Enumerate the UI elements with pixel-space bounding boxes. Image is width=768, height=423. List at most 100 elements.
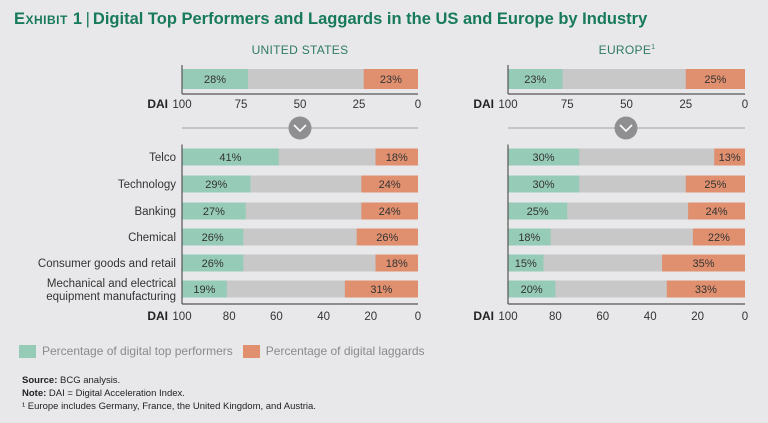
legend-item-top-performers: Percentage of digital top performers xyxy=(19,344,233,358)
us-overall-tick-label: 50 xyxy=(294,99,307,111)
eu-overall-label-laggards: 25% xyxy=(704,74,726,86)
eu-industry-bar-laggards xyxy=(688,202,745,220)
eu-overall-bar-laggards xyxy=(685,69,745,89)
eu-industry-label-top-performers: 30% xyxy=(533,152,555,164)
us-industry-bar-laggards xyxy=(344,280,418,298)
us-overall-bar-top-performers xyxy=(182,69,249,89)
us-industry-tick-label: 40 xyxy=(317,311,330,323)
source-note: Source: BCG analysis. xyxy=(22,375,121,386)
us-industry-label-top-performers: 26% xyxy=(202,232,224,244)
us-industry-bar-laggards xyxy=(356,228,418,246)
us-industry-tick-label: 20 xyxy=(364,311,377,323)
exhibit-title: Exhibit 1 | Digital Top Performers and Lag… xyxy=(14,10,647,29)
title-separator: | xyxy=(85,10,90,28)
eu-overall-label-top-performers: 23% xyxy=(524,74,546,86)
legend-item-laggards: Percentage of digital laggards xyxy=(242,344,425,358)
us-industry-tick-label: 80 xyxy=(223,311,236,323)
eu-industry-bar-laggards xyxy=(666,280,745,298)
legend-swatch-laggards xyxy=(242,344,260,358)
us-industry-label-laggards: 24% xyxy=(379,206,401,218)
eu-industry-label-laggards: 22% xyxy=(708,232,730,244)
eu-overall-tick-label: 50 xyxy=(620,99,633,111)
us-industry-label-laggards: 31% xyxy=(370,284,392,296)
us-industry-bar-laggards xyxy=(375,148,418,166)
eu-overall-bar-top-performers xyxy=(508,69,563,89)
us-industry-label-top-performers: 41% xyxy=(219,152,241,164)
eu-overall-tick-label: 100 xyxy=(498,99,517,111)
us-industry-category-label: Telco xyxy=(149,152,176,164)
eu-chevron-circle xyxy=(614,116,638,140)
eu-industry-bar-laggards xyxy=(692,228,745,246)
us-industry-bar-laggards xyxy=(375,254,418,272)
dai-note: Note: DAI = Digital Acceleration Index. xyxy=(22,388,185,399)
eu-industry-axis-title: DAI xyxy=(473,309,494,323)
us-industry-category-label: Consumer goods and retail xyxy=(38,258,176,270)
us-industry-bar-top-performers xyxy=(182,148,279,166)
eu-industry-bar-laggards xyxy=(662,254,745,272)
eu-industry-bar-top-performers xyxy=(508,254,544,272)
eu-overall-axis-title: DAI xyxy=(473,97,494,111)
eu-chevron-down-icon xyxy=(619,124,633,133)
us-industry-label-top-performers: 19% xyxy=(193,284,215,296)
eu-industry-bar-top-performers xyxy=(508,148,580,166)
us-industry-bar-top-performers xyxy=(182,202,246,220)
us-industry-tick-label: 0 xyxy=(415,311,421,323)
us-overall-tick-label: 25 xyxy=(353,99,366,111)
us-overall-label-laggards: 23% xyxy=(380,74,402,86)
us-chevron-circle xyxy=(288,116,312,140)
eu-industry-label-laggards: 35% xyxy=(693,258,715,270)
eu-industry-bar-middle xyxy=(508,228,745,246)
eu-industry-label-top-performers: 20% xyxy=(521,284,543,296)
eu-overall-tick-label: 0 xyxy=(742,99,748,111)
exhibit-number: Exhibit 1 xyxy=(14,10,83,28)
us-industry-tick-label: 100 xyxy=(172,311,191,323)
us-chevron-down-icon xyxy=(293,124,307,133)
us-overall-tick-label: 75 xyxy=(235,99,248,111)
eu-industry-label-top-performers: 18% xyxy=(518,232,540,244)
eu-industry-label-laggards: 24% xyxy=(706,206,728,218)
us-overall-tick-label: 0 xyxy=(415,99,421,111)
us-industry-label-top-performers: 29% xyxy=(205,179,227,191)
us-industry-label-top-performers: 27% xyxy=(203,206,225,218)
eu-industry-bar-laggards xyxy=(685,175,745,193)
legend: Percentage of digital top performers Per… xyxy=(19,344,435,358)
region-title-us: UNITED STATES xyxy=(251,43,349,57)
us-industry-bar-laggards xyxy=(361,175,418,193)
eu-industry-bar-top-performers xyxy=(508,280,556,298)
us-overall-tick-label: 100 xyxy=(172,99,191,111)
us-industry-bar-top-performers xyxy=(182,228,244,246)
us-industry-tick-label: 60 xyxy=(270,311,283,323)
us-industry-label-laggards: 24% xyxy=(379,179,401,191)
us-industry-bar-top-performers xyxy=(182,254,244,272)
us-industry-label-laggards: 18% xyxy=(386,152,408,164)
eu-overall-tick-label: 25 xyxy=(679,99,692,111)
eu-industry-tick-label: 100 xyxy=(498,311,517,323)
title-text: Digital Top Performers and Laggards in t… xyxy=(92,10,648,28)
us-overall-axis-title: DAI xyxy=(147,97,168,111)
us-industry-category-label: Banking xyxy=(134,206,176,218)
legend-swatch-top-performers xyxy=(19,344,36,358)
eu-industry-bar-top-performers xyxy=(508,228,551,246)
us-industry-bar-top-performers xyxy=(182,175,251,193)
eu-industry-bar-laggards xyxy=(714,148,745,166)
us-industry-category-label: Chemical xyxy=(128,232,176,244)
us-industry-label-laggards: 26% xyxy=(376,232,398,244)
eu-industry-label-laggards: 25% xyxy=(704,179,726,191)
legend-label-laggards: Percentage of digital laggards xyxy=(265,344,425,358)
us-industry-category-label: Mechanical and electrical xyxy=(47,278,176,290)
region-title-europe: EUROPE1 xyxy=(598,43,656,57)
us-industry-bar-laggards xyxy=(361,202,418,220)
us-industry-bar-top-performers xyxy=(182,280,227,298)
us-industry-category-label: Technology xyxy=(118,179,176,191)
eu-industry-tick-label: 0 xyxy=(742,311,748,323)
eu-industry-tick-label: 80 xyxy=(549,311,562,323)
legend-label-top-performers: Percentage of digital top performers xyxy=(42,344,233,358)
notes: Source: BCG analysis. Note: DAI = Digita… xyxy=(22,374,316,413)
eu-industry-bar-top-performers xyxy=(508,202,568,220)
us-industry-category-label: equipment manufacturing xyxy=(46,291,176,303)
us-industry-label-laggards: 18% xyxy=(386,258,408,270)
us-overall-label-top-performers: 28% xyxy=(204,74,226,86)
eu-industry-label-laggards: 13% xyxy=(719,152,741,164)
us-industry-axis-title: DAI xyxy=(147,309,168,323)
